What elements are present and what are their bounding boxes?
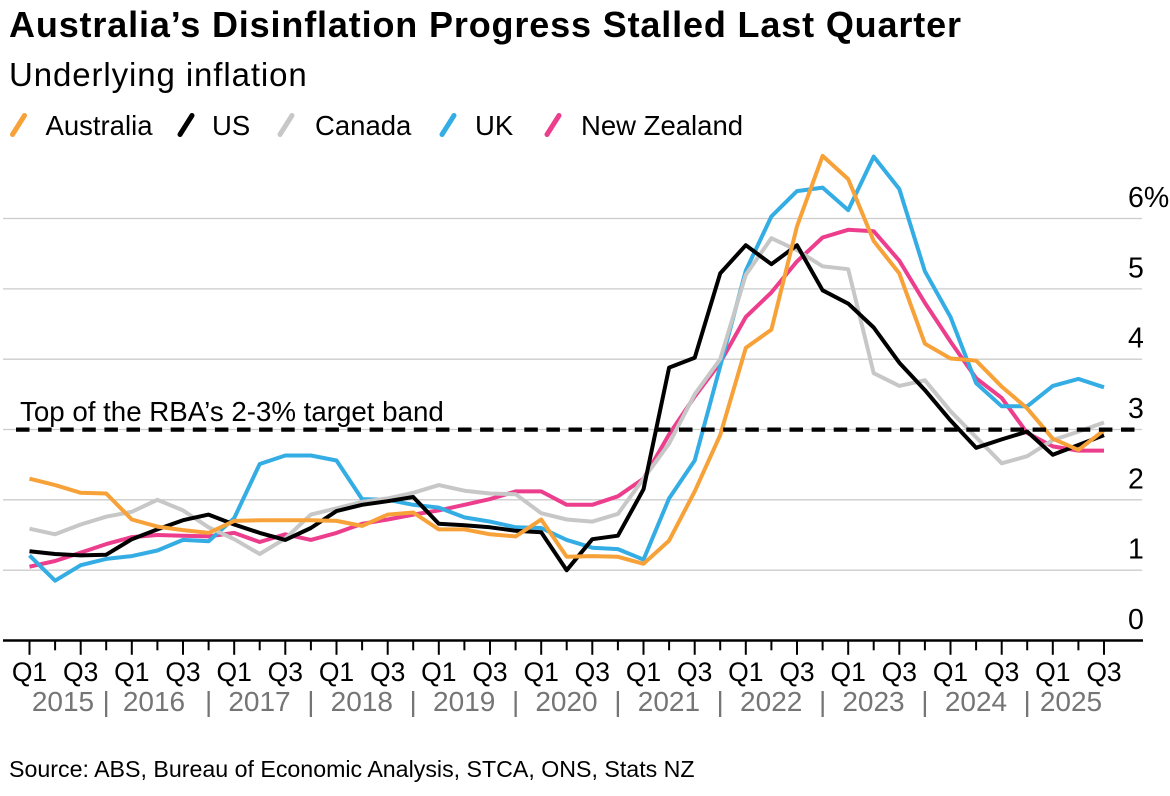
svg-text:Q3: Q3	[677, 657, 712, 687]
svg-text:Q3: Q3	[1086, 657, 1121, 687]
svg-text:2015: 2015	[32, 686, 94, 717]
svg-text:2: 2	[1128, 463, 1144, 495]
svg-text:Q1: Q1	[933, 657, 968, 687]
svg-text:|: |	[512, 686, 519, 717]
svg-text:Q1: Q1	[217, 657, 252, 687]
svg-text:Q1: Q1	[421, 657, 456, 687]
svg-text:2019: 2019	[433, 686, 495, 717]
svg-text:2017: 2017	[228, 686, 290, 717]
svg-text:1: 1	[1128, 534, 1144, 566]
svg-text:Q3: Q3	[165, 657, 200, 687]
svg-text:New Zealand: New Zealand	[581, 110, 743, 141]
svg-text:3: 3	[1128, 393, 1144, 425]
svg-text:2024: 2024	[945, 686, 1007, 717]
svg-text:Q3: Q3	[882, 657, 917, 687]
svg-text:4: 4	[1128, 323, 1144, 355]
svg-text:Underlying inflation: Underlying inflation	[9, 56, 308, 93]
svg-text:|: |	[103, 686, 110, 717]
svg-text:|: |	[717, 686, 724, 717]
svg-text:2018: 2018	[331, 686, 393, 717]
svg-text:2022: 2022	[740, 686, 802, 717]
svg-text:UK: UK	[475, 110, 514, 141]
svg-text:5: 5	[1128, 252, 1144, 284]
svg-text:2016: 2016	[123, 686, 185, 717]
svg-text:Q3: Q3	[575, 657, 610, 687]
svg-text:Q1: Q1	[1035, 657, 1070, 687]
svg-text:|: |	[921, 686, 928, 717]
svg-text:2025: 2025	[1040, 686, 1102, 717]
svg-text:2021: 2021	[638, 686, 700, 717]
svg-text:Q3: Q3	[779, 657, 814, 687]
svg-text:Australia: Australia	[46, 110, 154, 141]
svg-text:|: |	[205, 686, 212, 717]
svg-text:Canada: Canada	[315, 110, 412, 141]
svg-text:Q3: Q3	[268, 657, 303, 687]
svg-text:Source: ABS, Bureau of Economi: Source: ABS, Bureau of Economic Analysis…	[9, 756, 695, 782]
svg-text:|: |	[614, 686, 621, 717]
svg-text:US: US	[212, 110, 250, 141]
svg-text:Q1: Q1	[728, 657, 763, 687]
svg-text:|: |	[819, 686, 826, 717]
svg-text:Australia’s Disinflation Progr: Australia’s Disinflation Progress Stalle…	[9, 4, 962, 45]
svg-text:Q1: Q1	[626, 657, 661, 687]
svg-text:|: |	[307, 686, 314, 717]
svg-text:Top of the RBA’s 2-3% target b: Top of the RBA’s 2-3% target band	[20, 396, 444, 427]
svg-text:Q1: Q1	[114, 657, 149, 687]
svg-text:Q1: Q1	[319, 657, 354, 687]
svg-text:Q3: Q3	[472, 657, 507, 687]
svg-text:Q1: Q1	[524, 657, 559, 687]
svg-text:Q3: Q3	[63, 657, 98, 687]
svg-text:2023: 2023	[842, 686, 904, 717]
svg-text:2020: 2020	[535, 686, 597, 717]
svg-text:|: |	[1024, 686, 1031, 717]
svg-text:Q3: Q3	[370, 657, 405, 687]
svg-text:Q1: Q1	[831, 657, 866, 687]
svg-text:Q1: Q1	[12, 657, 47, 687]
svg-text:0: 0	[1128, 604, 1144, 636]
svg-text:|: |	[410, 686, 417, 717]
svg-text:Q3: Q3	[984, 657, 1019, 687]
svg-text:6%: 6%	[1128, 182, 1169, 214]
